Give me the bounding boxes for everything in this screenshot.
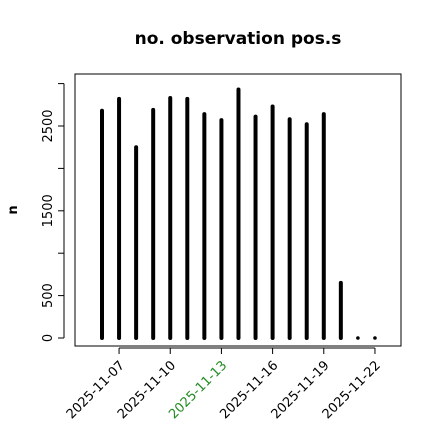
y-tick-label: 2500 xyxy=(41,109,56,142)
plot-frame xyxy=(74,73,402,347)
bar xyxy=(356,336,360,340)
chart-title: no. observation pos.s xyxy=(135,29,342,49)
y-tick-label: 500 xyxy=(41,283,56,308)
y-tick-label: 1500 xyxy=(41,194,56,227)
bar xyxy=(373,336,377,340)
y-axis-label: n xyxy=(6,205,21,214)
y-axis: 0 500 1500 2500 xyxy=(41,83,65,342)
y-tick-label: 0 xyxy=(41,334,56,342)
x-axis: 2025-11-072025-11-102025-11-132025-11-16… xyxy=(64,347,384,422)
bars xyxy=(100,87,377,340)
